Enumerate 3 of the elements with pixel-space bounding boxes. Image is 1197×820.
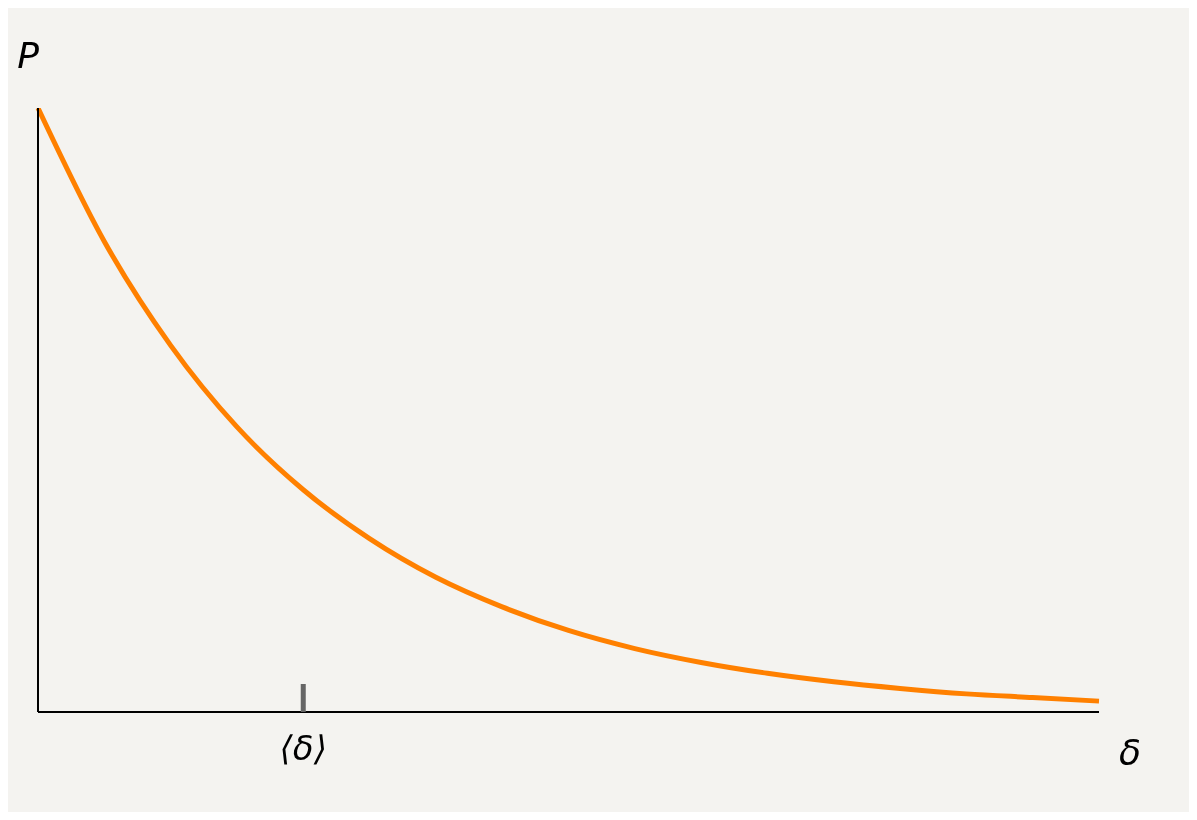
x-axis-title: δ xyxy=(1119,731,1142,773)
y-axis-title: P xyxy=(17,35,40,76)
text: ⟨δ⟩ xyxy=(279,728,327,768)
